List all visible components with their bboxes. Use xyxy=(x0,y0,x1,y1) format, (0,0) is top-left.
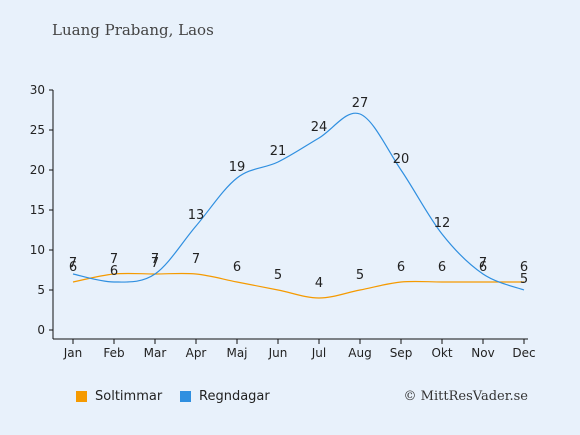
axes: 0 5 10 15 20 25 30 Jan Feb Mar Apr Maj Jun Jul Aug Sep O… xyxy=(30,83,536,360)
data-label-regndagar: 20 xyxy=(393,152,410,167)
legend-item-soltimmar: Soltimmar xyxy=(76,389,162,404)
data-label-soltimmar: 6 xyxy=(438,260,446,275)
x-tick-label: Maj xyxy=(226,346,247,360)
y-tick-label: 5 xyxy=(37,283,45,297)
data-label-soltimmar: 7 xyxy=(110,252,118,267)
data-label-regndagar: 7 xyxy=(151,256,159,271)
y-tick-label: 20 xyxy=(30,163,45,177)
y-tick-label: 30 xyxy=(30,83,45,97)
legend-item-regndagar: Regndagar xyxy=(180,389,270,404)
x-tick-label: Apr xyxy=(186,346,207,360)
data-label-regndagar: 5 xyxy=(520,272,528,287)
data-label-soltimmar: 7 xyxy=(192,252,200,267)
data-label-regndagar: 19 xyxy=(229,160,246,175)
x-tick-label: Jun xyxy=(268,346,288,360)
y-tick-label: 10 xyxy=(30,243,45,257)
x-tick-label: Okt xyxy=(431,346,452,360)
legend-swatch-regndagar xyxy=(180,391,191,402)
data-label-soltimmar: 6 xyxy=(479,260,487,275)
x-tick-label: Jul xyxy=(311,346,326,360)
legend-label-soltimmar: Soltimmar xyxy=(95,389,163,404)
series-lines xyxy=(72,112,525,299)
x-tick-label: Mar xyxy=(144,346,167,360)
legend-label-regndagar: Regndagar xyxy=(199,389,270,404)
data-label-soltimmar: 5 xyxy=(356,268,364,283)
data-label-regndagar: 13 xyxy=(188,208,205,223)
data-label-soltimmar: 6 xyxy=(69,260,77,275)
data-label-soltimmar: 6 xyxy=(397,260,405,275)
x-tick-label: Sep xyxy=(390,346,413,360)
x-tick-label: Aug xyxy=(348,346,371,360)
data-label-regndagar: 24 xyxy=(311,120,328,135)
data-label-regndagar: 7 xyxy=(69,256,77,271)
data-label-soltimmar: 4 xyxy=(315,276,323,291)
y-tick-label: 25 xyxy=(30,123,45,137)
series-line-soltimmar xyxy=(72,272,524,299)
x-tick-label: Nov xyxy=(471,346,494,360)
y-tick-label: 0 xyxy=(37,323,45,337)
copyright: © MittResVader.se xyxy=(403,389,528,404)
data-label-soltimmar: 7 xyxy=(151,252,159,267)
data-label-regndagar: 7 xyxy=(479,256,487,271)
data-label-soltimmar: 6 xyxy=(520,260,528,275)
x-tick-label: Jan xyxy=(63,346,83,360)
data-label-regndagar: 12 xyxy=(434,216,451,231)
data-label-regndagar: 6 xyxy=(110,264,118,279)
series-line-regndagar xyxy=(72,112,525,291)
data-label-soltimmar: 6 xyxy=(233,260,241,275)
data-label-regndagar: 21 xyxy=(270,144,287,159)
chart-location-title: Luang Prabang, Laos xyxy=(52,21,214,39)
data-label-soltimmar: 5 xyxy=(274,268,282,283)
legend-swatch-soltimmar xyxy=(76,391,87,402)
x-tick-label: Feb xyxy=(103,346,124,360)
data-label-regndagar: 27 xyxy=(352,96,369,111)
x-tick-label: Dec xyxy=(512,346,535,360)
y-tick-label: 15 xyxy=(30,203,45,217)
